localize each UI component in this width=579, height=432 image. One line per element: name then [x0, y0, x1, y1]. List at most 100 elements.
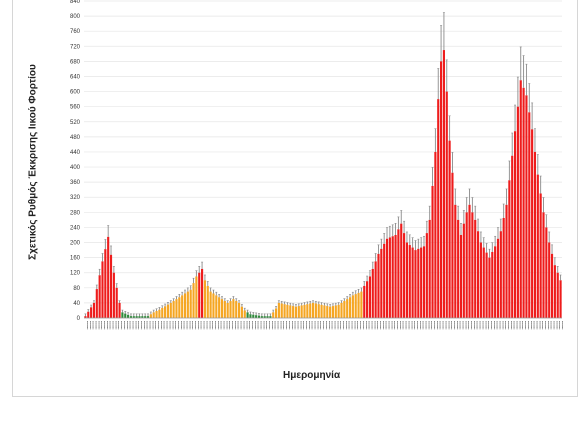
x-tick-label: ▪▪▪▪▪▪▪ — [561, 321, 565, 329]
x-tick-label: ▪▪▪▪▪▪▪ — [276, 321, 280, 329]
x-tick-label: ▪▪▪▪▪▪▪ — [305, 321, 309, 329]
x-tick-label: ▪▪▪▪▪▪▪ — [327, 321, 331, 329]
x-tick-label: ▪▪▪▪▪▪▪ — [504, 321, 508, 329]
bar — [513, 131, 517, 318]
x-tick-label: ▪▪▪▪▪▪▪ — [353, 321, 357, 329]
bar — [269, 316, 272, 318]
x-tick-label: ▪▪▪▪▪▪▪ — [444, 321, 448, 329]
x-tick-label: ▪▪▪▪▪▪▪ — [461, 321, 465, 329]
bar — [331, 306, 335, 318]
bar — [343, 301, 346, 318]
bar — [533, 151, 537, 318]
x-tick-label: ▪▪▪▪▪▪▪ — [356, 321, 360, 329]
x-tick-label: ▪▪▪▪▪▪▪ — [464, 321, 468, 329]
x-tick-label: ▪▪▪▪▪▪▪ — [176, 321, 180, 329]
x-tick-label: ▪▪▪▪▪▪▪ — [188, 321, 192, 329]
bar — [553, 265, 556, 318]
x-tick-label: ▪▪▪▪▪▪▪ — [541, 321, 545, 329]
x-tick-label: ▪▪▪▪▪▪▪ — [279, 321, 283, 329]
x-tick-label: ▪▪▪▪▪▪▪ — [236, 321, 240, 329]
x-tick-label: ▪▪▪▪▪▪▪ — [501, 321, 505, 329]
bar — [317, 304, 320, 318]
y-tick-label: 200 — [70, 241, 81, 247]
x-tick-label: ▪▪▪▪▪▪▪ — [171, 321, 175, 329]
bar — [169, 302, 172, 318]
y-tick-label: 720 — [70, 44, 81, 50]
x-tick-label: ▪▪▪▪▪▪▪ — [552, 321, 556, 329]
x-tick-label: ▪▪▪▪▪▪▪ — [299, 321, 303, 329]
bar — [95, 289, 98, 318]
x-tick-label: ▪▪▪▪▪▪▪ — [265, 321, 269, 329]
x-tick-label: ▪▪▪▪▪▪▪ — [248, 321, 252, 329]
bar — [405, 242, 408, 318]
x-tick-label: ▪▪▪▪▪▪▪ — [273, 321, 277, 329]
y-tick-label: 400 — [70, 165, 81, 171]
bar — [249, 314, 252, 318]
x-tick-label: ▪▪▪▪▪▪▪ — [134, 321, 138, 329]
bar — [218, 297, 221, 318]
x-tick-label: ▪▪▪▪▪▪▪ — [262, 321, 266, 329]
bar — [303, 304, 306, 318]
chart-frame — [12, 0, 578, 397]
bar — [158, 309, 161, 318]
bar — [226, 302, 229, 318]
x-tick-label: ▪▪▪▪▪▪▪ — [367, 321, 371, 329]
bar — [417, 248, 420, 318]
y-tick-label: 120 — [70, 271, 81, 277]
x-tick-label: ▪▪▪▪▪▪▪ — [225, 321, 229, 329]
x-tick-label: ▪▪▪▪▪▪▪ — [458, 321, 462, 329]
bar — [323, 305, 326, 318]
bar — [107, 236, 110, 318]
bar — [525, 95, 528, 318]
bar — [118, 302, 121, 318]
bar — [440, 61, 443, 318]
x-tick-label: ▪▪▪▪▪▪▪ — [401, 321, 405, 329]
x-tick-label: ▪▪▪▪▪▪▪ — [475, 321, 479, 329]
bar — [391, 236, 394, 318]
bar — [138, 316, 141, 318]
bar — [263, 316, 266, 318]
bar — [277, 302, 280, 318]
x-tick-label: ▪▪▪▪▪▪▪ — [88, 321, 92, 329]
bar — [462, 223, 465, 318]
x-tick-labels: ▪▪▪▪▪▪▪▪▪▪▪▪▪▪▪▪▪▪▪▪▪▪▪▪▪▪▪▪▪▪▪▪▪▪▪▪▪▪▪▪… — [85, 321, 564, 329]
bar — [223, 301, 226, 318]
bar — [166, 304, 169, 318]
bar — [479, 242, 482, 318]
bar — [129, 316, 133, 318]
bar — [420, 247, 423, 318]
x-tick-label: ▪▪▪▪▪▪▪ — [139, 321, 143, 329]
x-tick-label: ▪▪▪▪▪▪▪ — [245, 321, 249, 329]
bar — [357, 292, 360, 318]
bar — [548, 242, 551, 318]
bar — [220, 299, 224, 318]
bar — [465, 212, 468, 318]
bar — [141, 316, 144, 318]
x-tick-label: ▪▪▪▪▪▪▪ — [256, 321, 260, 329]
bar — [314, 303, 317, 318]
x-axis-title: Ημερομηνία — [283, 370, 341, 381]
bar — [348, 297, 352, 318]
x-tick-label: ▪▪▪▪▪▪▪ — [233, 321, 237, 329]
x-tick-label: ▪▪▪▪▪▪▪ — [282, 321, 286, 329]
y-tick-label: 840 — [70, 0, 81, 5]
y-tick-label: 800 — [70, 14, 81, 20]
bar — [297, 306, 300, 318]
bar — [400, 223, 403, 318]
x-tick-label: ▪▪▪▪▪▪▪ — [296, 321, 300, 329]
x-tick-label: ▪▪▪▪▪▪▪ — [524, 321, 528, 329]
x-tick-label: ▪▪▪▪▪▪▪ — [339, 321, 343, 329]
bar — [414, 250, 417, 318]
x-tick-label: ▪▪▪▪▪▪▪ — [213, 321, 217, 329]
y-tick-label: 360 — [70, 180, 81, 186]
x-tick-label: ▪▪▪▪▪▪▪ — [91, 321, 95, 329]
x-tick-label: ▪▪▪▪▪▪▪ — [558, 321, 562, 329]
x-tick-label: ▪▪▪▪▪▪▪ — [515, 321, 519, 329]
bar — [545, 227, 548, 318]
y-tick-label: 320 — [70, 195, 81, 201]
x-tick-label: ▪▪▪▪▪▪▪ — [97, 321, 101, 329]
y-tick-label: 480 — [70, 135, 81, 141]
bar — [306, 304, 309, 318]
x-tick-label: ▪▪▪▪▪▪▪ — [85, 321, 89, 329]
